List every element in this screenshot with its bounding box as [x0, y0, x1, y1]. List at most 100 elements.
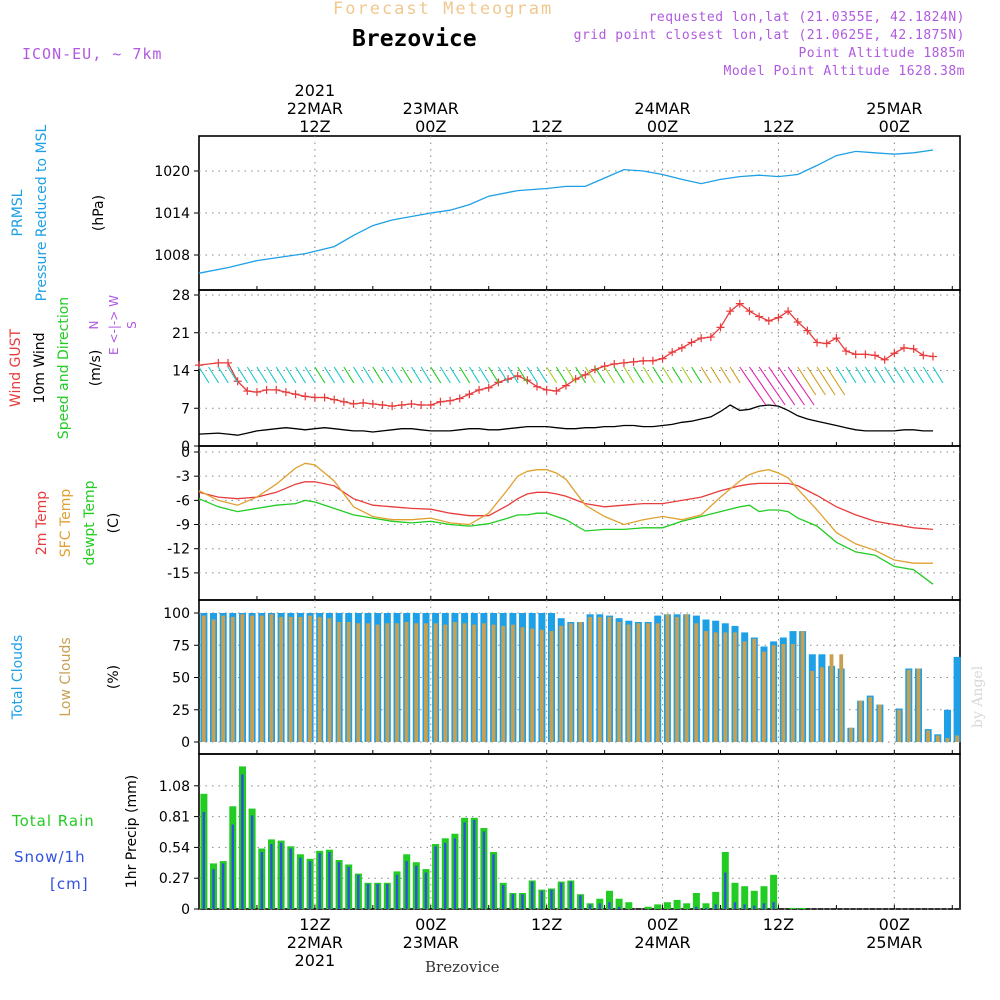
direction-key: S: [125, 321, 139, 329]
gust-marker: [417, 401, 426, 410]
gust-marker: [677, 343, 686, 352]
wind-arrow: [691, 366, 702, 384]
direction-key: N: [87, 321, 101, 330]
gust-marker: [484, 383, 493, 392]
bar-low-clouds: [346, 622, 351, 742]
point-altitude: Point Altitude 1885m: [798, 46, 965, 61]
y-tick-label: -9: [176, 518, 190, 534]
bar-snow-1h: [308, 861, 312, 909]
bar-total-rain: [683, 903, 691, 909]
gust-marker: [764, 316, 773, 325]
wind-arrow: [787, 366, 815, 406]
bar-low-clouds: [530, 628, 535, 742]
bar-low-clouds: [279, 616, 283, 742]
panel-label: 1hr Precip (mm): [124, 775, 140, 888]
y-tick-label: 0.27: [159, 871, 190, 887]
y-tick-label: 0.54: [159, 840, 190, 856]
panel-label: (C): [106, 513, 122, 534]
bottom-time-label: 00Z: [415, 915, 446, 934]
top-time-label: 12Z: [299, 117, 330, 136]
top-time-label: 24MAR: [634, 99, 690, 118]
panel-label: Wind GUST: [8, 328, 24, 407]
gust-marker: [716, 323, 725, 332]
top-time-label: 00Z: [415, 117, 446, 136]
wind-arrow: [681, 366, 693, 384]
wind-arrow: [266, 366, 278, 384]
y-tick-label: 1020: [154, 164, 190, 180]
bar-snow-1h: [492, 854, 495, 910]
bar-low-clouds: [462, 623, 467, 742]
bar-snow-1h: [270, 844, 273, 909]
location-title: Brezovice: [352, 26, 477, 52]
wind-arrow: [662, 366, 674, 384]
bar-low-clouds: [385, 623, 390, 742]
bar-low-clouds: [684, 614, 689, 742]
panel-precip: 0 0.27 0.54 0.81 1.08 1hr Precip (mm) Total Ra…: [11, 753, 961, 918]
top-time-label: 2021: [295, 81, 336, 100]
bar-low-clouds: [597, 616, 602, 742]
bar-snow-1h: [724, 872, 727, 909]
bar-low-clouds: [568, 623, 573, 742]
wind-arrow: [613, 366, 625, 384]
bar-low-clouds: [955, 735, 959, 742]
bar-total-rain: [663, 902, 671, 909]
wind-arrow: [285, 366, 297, 384]
panel-label: Low Clouds: [58, 637, 74, 716]
gust-marker: [706, 333, 715, 342]
gust-marker: [668, 348, 677, 357]
series-line-2m-temp: [198, 481, 934, 531]
wind-arrow: [584, 366, 596, 384]
bar-low-clouds: [935, 735, 940, 742]
wind-arrow: [777, 366, 805, 406]
wind-arrow: [459, 366, 471, 384]
bar-low-clouds: [337, 622, 341, 742]
gust-marker: [629, 357, 638, 366]
bottom-time-label: 23MAR: [403, 933, 459, 952]
bar-low-clouds: [298, 616, 303, 742]
gust-marker: [397, 401, 406, 410]
wind-arrow: [864, 366, 876, 384]
gust-marker: [619, 358, 628, 367]
gust-marker: [880, 355, 889, 364]
bottom-time-label: 12Z: [531, 915, 562, 934]
y-tick-label: 75: [172, 638, 190, 654]
panel-label: 10m Wind: [32, 332, 48, 403]
wind-arrow: [275, 366, 287, 384]
bar-snow-1h: [279, 842, 283, 909]
wind-arrow: [362, 366, 374, 384]
gust-marker: [928, 352, 937, 361]
meteogram-panels: 1008 1014 1020 PRMSL Pressure Reduced to MSL…: [8, 124, 961, 918]
gust-marker: [600, 362, 609, 371]
series-line-wind-gust: [198, 302, 934, 407]
bar-snow-1h: [299, 857, 302, 909]
y-tick-label: 0: [181, 902, 190, 918]
panel-frame: [198, 135, 961, 291]
wind-arrow: [382, 366, 393, 384]
bar-snow-1h: [357, 874, 360, 909]
bar-snow-1h: [704, 907, 708, 909]
bar-snow-1h: [772, 902, 775, 909]
bar-snow-1h: [318, 853, 321, 909]
bar-snow-1h: [579, 895, 582, 909]
gust-marker: [697, 334, 706, 343]
gust-marker: [639, 356, 648, 365]
credit-watermark: by Angel: [970, 665, 986, 728]
bar-low-clouds: [626, 624, 631, 742]
wind-arrow: [893, 366, 905, 384]
gust-marker: [359, 398, 368, 407]
bottom-time-label: 24MAR: [634, 933, 690, 952]
bar-snow-1h: [762, 903, 766, 909]
gust-marker: [378, 401, 387, 410]
gust-marker: [610, 360, 619, 369]
footer-location: Brezovice: [425, 958, 500, 976]
bar-low-clouds: [733, 632, 737, 742]
gust-marker: [842, 347, 851, 356]
bar-snow-1h: [347, 866, 350, 909]
wind-arrow: [806, 366, 826, 396]
wind-arrow: [304, 366, 316, 384]
bottom-time-label: 00Z: [879, 915, 910, 934]
bar-low-clouds: [269, 614, 274, 742]
bar-snow-1h: [617, 906, 621, 909]
gust-marker: [407, 399, 416, 408]
